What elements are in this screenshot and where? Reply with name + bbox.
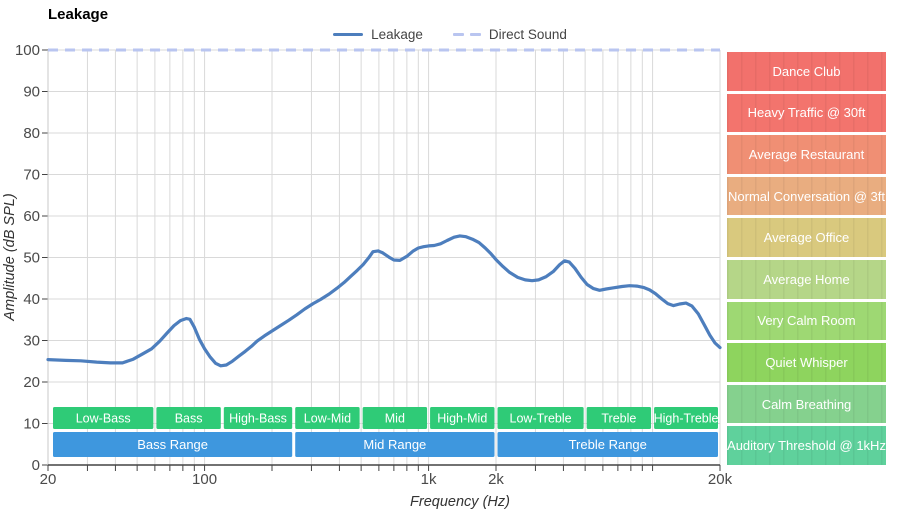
frequency-band-label: Low-Treble	[510, 412, 572, 426]
noise-level-heavy-traffic-30ft: Heavy Traffic @ 30ft	[727, 93, 886, 133]
legend: Leakage Direct Sound	[0, 27, 900, 42]
frequency-band-bass	[156, 407, 221, 429]
frequency-band-low-bass	[53, 407, 154, 429]
page-title: Leakage	[48, 6, 109, 23]
frequency-band-label: High-Bass	[229, 412, 287, 426]
legend-item-direct-sound[interactable]: Direct Sound	[452, 27, 567, 42]
legend-label-leakage: Leakage	[371, 27, 423, 42]
frequency-band-low-mid	[295, 407, 360, 429]
frequency-band-high-treble	[654, 407, 718, 429]
x-tick-label: 20k	[708, 471, 733, 488]
y-tick-label: 50	[23, 250, 40, 267]
noise-level-label: Average Home	[763, 271, 850, 287]
noise-level-label: Quiet Whisper	[765, 354, 848, 370]
range-band-bass-range	[53, 432, 293, 457]
noise-level-label: Auditory Threshold @ 1kHz	[727, 438, 886, 454]
y-tick-label: 80	[23, 125, 40, 142]
frequency-band-label: Bass	[175, 412, 203, 426]
y-tick-label: 10	[23, 416, 40, 433]
noise-level-label: Normal Conversation @ 3ft	[728, 188, 885, 204]
noise-level-label: Very Calm Room	[757, 313, 856, 329]
y-axis-title: Amplitude (dB SPL)	[2, 193, 18, 321]
noise-level-label: Average Office	[763, 230, 850, 246]
y-tick-label: 20	[23, 374, 40, 391]
leakage-line-swatch	[333, 32, 364, 37]
frequency-band-high-bass	[223, 407, 293, 429]
noise-level-label: Dance Club	[772, 63, 841, 79]
range-band-label: Bass Range	[137, 437, 208, 452]
noise-level-calm-breathing: Calm Breathing	[727, 384, 886, 424]
frequency-band-label: Low-Mid	[304, 412, 351, 426]
noise-level-dance-club: Dance Club	[727, 52, 886, 91]
frequency-band-label: High-Mid	[437, 412, 487, 426]
y-tick-label: 40	[23, 291, 40, 308]
x-tick-label: 2k	[488, 471, 504, 488]
x-tick-label: 1k	[421, 471, 437, 488]
x-tick-label: 100	[192, 471, 217, 488]
x-tick-label: 20	[40, 471, 57, 488]
noise-level-label: Average Restaurant	[748, 146, 865, 162]
frequency-band-label: High-Treble	[654, 412, 719, 426]
legend-item-leakage[interactable]: Leakage	[333, 27, 423, 42]
range-band-label: Treble Range	[569, 437, 647, 452]
noise-level-label: Calm Breathing	[761, 396, 852, 412]
noise-level-average-restaurant: Average Restaurant	[727, 135, 886, 174]
y-tick-label: 100	[15, 42, 40, 59]
noise-level-average-home: Average Home	[727, 259, 886, 299]
direct-sound-line-swatch	[452, 32, 481, 37]
y-tick-label: 60	[23, 208, 40, 225]
noise-level-normal-conversation-3ft: Normal Conversation @ 3ft	[727, 176, 886, 216]
y-tick-label: 90	[23, 84, 40, 101]
range-band-label: Mid Range	[363, 437, 426, 452]
noise-level-label: Heavy Traffic @ 30ft	[747, 105, 866, 121]
frequency-band-label: Low-Bass	[76, 412, 131, 426]
frequency-band-low-treble	[497, 407, 584, 429]
frequency-band-label: Treble	[601, 412, 636, 426]
frequency-band-treble	[586, 407, 652, 429]
legend-label-direct-sound: Direct Sound	[488, 27, 567, 42]
y-tick-label: 0	[32, 457, 40, 474]
range-band-mid-range	[295, 432, 495, 457]
x-axis-title: Frequency (Hz)	[410, 494, 510, 510]
noise-level-average-office: Average Office	[727, 218, 886, 257]
noise-level-scale: Dance Club Heavy Traffic @ 30ft Average Re…	[727, 52, 886, 465]
noise-level-quiet-whisper: Quiet Whisper	[727, 343, 886, 382]
noise-level-very-calm-room: Very Calm Room	[727, 301, 886, 341]
range-band-treble-range	[497, 432, 718, 457]
frequency-band-mid	[362, 407, 428, 429]
y-tick-label: 70	[23, 167, 40, 184]
frequency-band-high-mid	[430, 407, 495, 429]
noise-level-auditory-threshold-1khz: Auditory Threshold @ 1kHz	[727, 426, 886, 465]
y-tick-label: 30	[23, 333, 40, 350]
leakage-curve-line	[46, 234, 722, 368]
frequency-band-label: Mid	[385, 412, 405, 426]
